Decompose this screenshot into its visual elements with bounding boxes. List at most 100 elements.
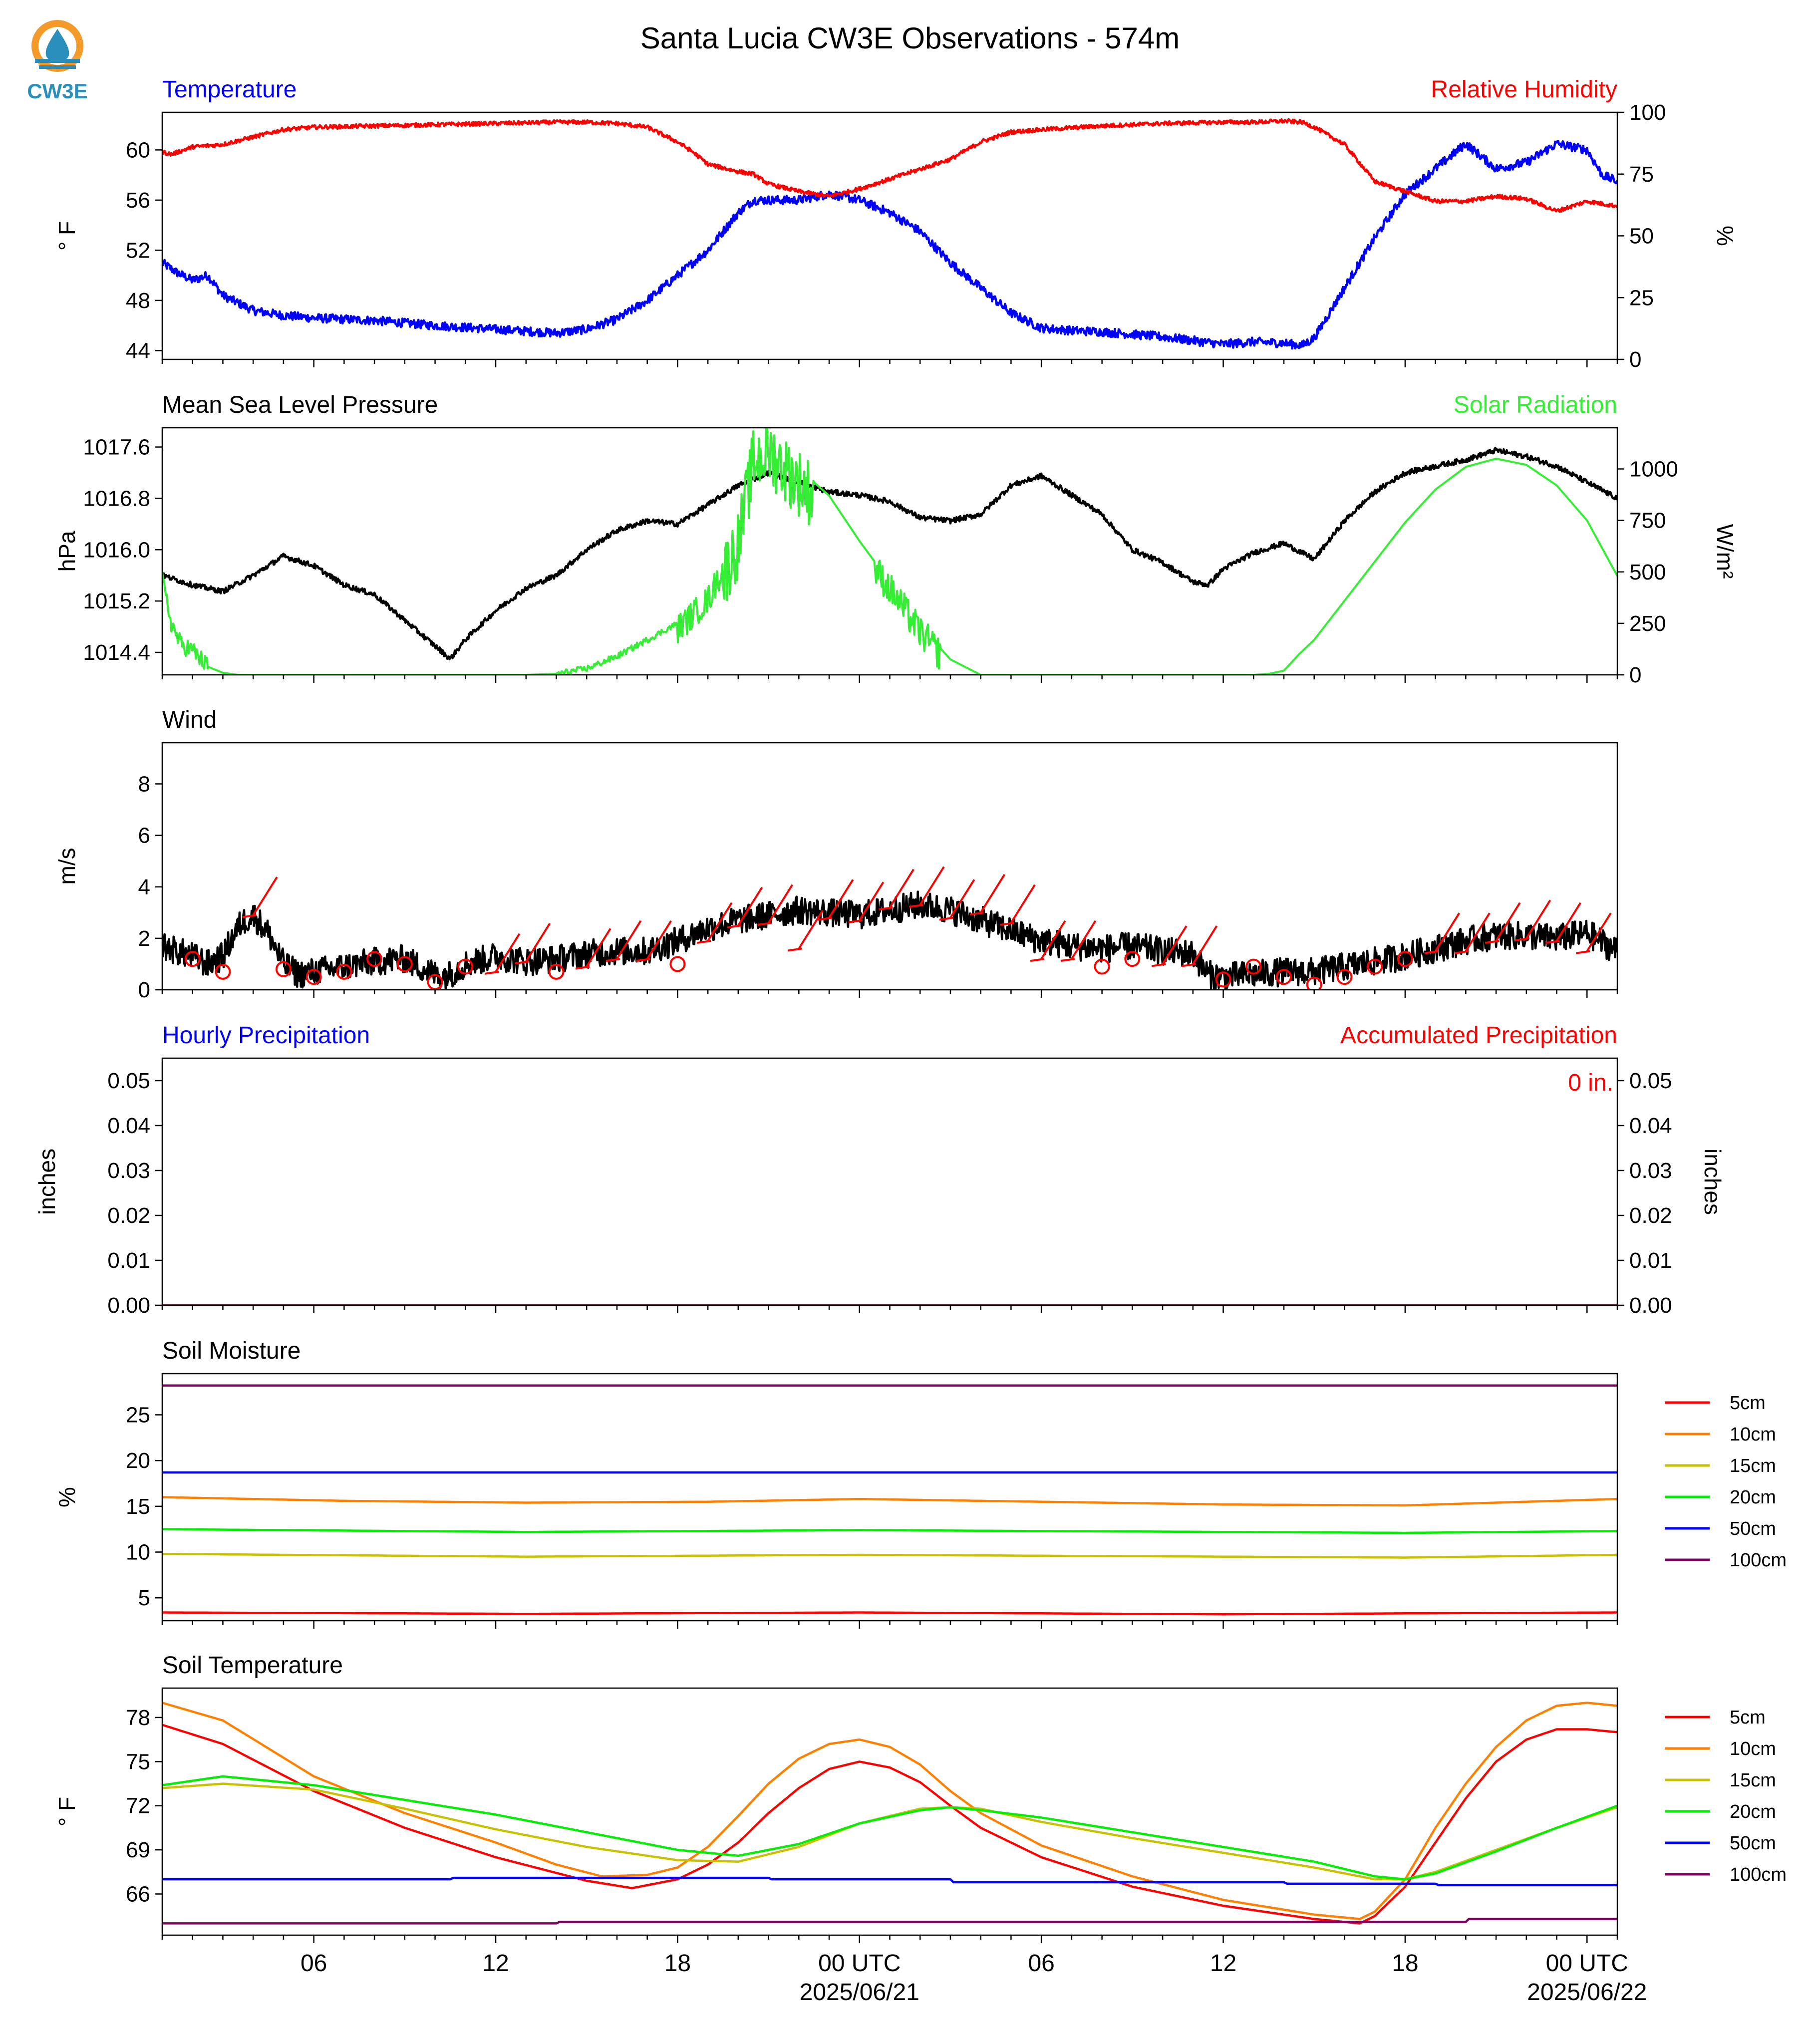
wind-barb-calm [275, 961, 292, 977]
wind-barb [696, 902, 733, 944]
series-line-20cm [162, 1528, 1617, 1534]
panel-title-right: Relative Humidity [1431, 76, 1617, 103]
logo-text: CW3E [27, 79, 87, 103]
wind-barb-calm [457, 958, 474, 975]
y-axis-label: hPa [54, 531, 80, 572]
y-axis-label: ° F [54, 1797, 80, 1826]
panel-title-left: Wind [162, 707, 217, 733]
series-line-right [162, 118, 1617, 213]
y-tick-label: 0.03 [107, 1159, 150, 1183]
y-tick-label-right: 0.04 [1629, 1114, 1672, 1138]
figure-title: Santa Lucia CW3E Observations - 574m [640, 21, 1180, 55]
series-line-15cm [162, 1552, 1617, 1559]
y-tick-label-right: 1000 [1629, 457, 1678, 482]
wind-barb [1030, 920, 1066, 962]
wind-barb [1485, 902, 1521, 944]
wind-barb [242, 876, 278, 918]
y-axis-label: % [54, 1487, 80, 1507]
y-tick-label: 66 [126, 1882, 150, 1907]
series-group [162, 1702, 1617, 1925]
wind-barb-calm [1275, 969, 1292, 985]
y-tick-label: 0.00 [107, 1293, 150, 1318]
legend-label: 50cm [1730, 1518, 1776, 1539]
wind-barb-calm [1215, 971, 1231, 988]
y-tick-label: 48 [126, 289, 150, 313]
panel-frame [161, 427, 1618, 676]
y-tick-label: 6 [138, 824, 150, 848]
legend-label: 100cm [1730, 1550, 1787, 1571]
y-tick-label: 0.01 [107, 1248, 150, 1273]
y-tick-label-right: 0.00 [1629, 1293, 1672, 1318]
x-tick-label: 00 UTC [818, 1950, 901, 1977]
series-line-50cm [162, 1876, 1617, 1887]
series-line-100cm [162, 1918, 1617, 1925]
wind-barb [515, 922, 551, 965]
series-group [162, 1384, 1617, 1616]
x-date-label: 2025/06/22 [1527, 1979, 1647, 2006]
panels: Temperature Relative Humidity° F %44485256… [34, 76, 1787, 2006]
series-line-10cm [162, 1702, 1617, 1920]
y-tick-label: 0.05 [107, 1069, 150, 1093]
panel-soil-temperature: Soil Temperature ° F 66 69 72 75 78 5cm 10cm 15cm… [54, 1652, 1787, 2006]
panel-title-left: Soil Moisture [162, 1338, 301, 1364]
wind-barb-calm [336, 963, 352, 980]
panel-temperature-rh: Temperature Relative Humidity ° F % 44 48 52 56… [54, 76, 1738, 372]
series-line-20cm [162, 1775, 1617, 1881]
wind-barb-calm [305, 969, 322, 985]
wind-barb [727, 886, 763, 929]
y-tick-label: 0.02 [107, 1203, 150, 1228]
wind-barb [606, 920, 642, 962]
y-tick-label-right: 50 [1629, 224, 1654, 249]
panel-frame [161, 1057, 1618, 1306]
series-group [162, 118, 1617, 350]
wind-barb-calm [396, 956, 413, 972]
wind-barb-calm [1397, 951, 1413, 967]
y-tick-label: 5 [138, 1586, 150, 1610]
series-line-solar-radiation [162, 428, 1617, 675]
legend-label: 10cm [1730, 1424, 1776, 1445]
legend-label: 5cm [1730, 1707, 1766, 1728]
y-tick-label: 75 [126, 1749, 150, 1774]
panel-title-left: Mean Sea Level Pressure [162, 392, 438, 418]
y-tick-label-right: 0.01 [1629, 1248, 1672, 1273]
wind-barb [1515, 899, 1551, 941]
panel-frame [161, 1687, 1618, 1936]
y-tick-label: 25 [126, 1403, 150, 1428]
x-tick-label: 12 [482, 1950, 509, 1977]
panel-title-right: Solar Radiation [1454, 392, 1617, 418]
wind-barb-calm [184, 951, 201, 967]
wind-barb-calm [669, 956, 686, 972]
wind-barb [909, 866, 945, 908]
y-tick-label-right: 750 [1629, 509, 1666, 533]
series-line-5cm [162, 1724, 1617, 1925]
wind-barb [788, 910, 824, 952]
wind-barb-calm [1367, 958, 1383, 975]
legend-label: 20cm [1730, 1487, 1776, 1508]
wind-barb [939, 879, 975, 921]
y-tick-label: 4 [138, 875, 150, 899]
series-group [162, 866, 1617, 990]
wind-barb-calm [427, 974, 443, 990]
wind-barb-calm [1245, 958, 1262, 975]
legend-label: 10cm [1730, 1738, 1776, 1759]
wind-barb [1424, 912, 1461, 954]
x-tick-label: 18 [1392, 1950, 1418, 1977]
y-tick-label: 56 [126, 188, 150, 213]
y-tick-label: 52 [126, 238, 150, 263]
y-tick-label-right: 0.03 [1629, 1159, 1672, 1183]
y-tick-label: 20 [126, 1449, 150, 1473]
x-tick-label: 06 [301, 1950, 327, 1977]
y-tick-label: 8 [138, 772, 150, 797]
y-axis-label-right: W/m² [1712, 524, 1738, 579]
wind-barb [879, 869, 914, 910]
legend-label: 20cm [1730, 1801, 1776, 1822]
x-tick-label: 12 [1210, 1950, 1236, 1977]
panel-frame [161, 742, 1618, 991]
y-tick-label-right: 100 [1629, 100, 1666, 125]
wind-barb [636, 920, 672, 962]
legend: 5cm 10cm 15cm 20cm 50cm 100cm [1665, 1393, 1787, 1571]
panel-frame [161, 111, 1618, 360]
y-tick-label: 10 [126, 1540, 150, 1565]
